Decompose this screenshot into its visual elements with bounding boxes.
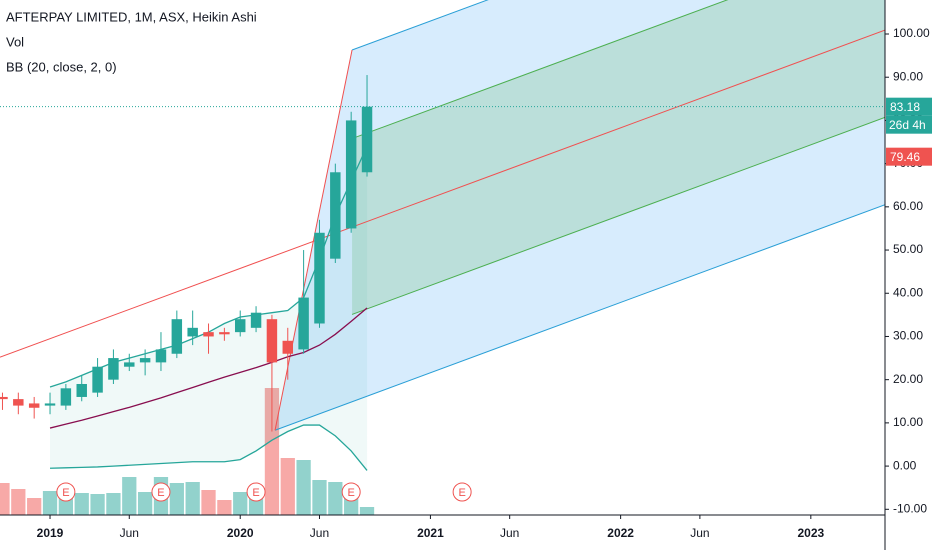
volume-bar [264, 388, 280, 515]
y-tick-label: 90.00 [893, 69, 923, 83]
candle-body [330, 172, 341, 259]
indicator-label: Vol [6, 34, 24, 49]
last-price-label: 83.18 [890, 100, 920, 114]
last-price-box [886, 97, 932, 116]
candle-body [187, 327, 198, 337]
y-tick-label: 20.00 [893, 372, 923, 386]
candle-body [234, 319, 246, 333]
earnings-label: E [62, 487, 69, 499]
volume-bar [169, 483, 184, 515]
y-tick-label: 50.00 [893, 242, 923, 256]
pitchfork-line [0, 29, 885, 358]
volume-bar [122, 477, 137, 515]
bb-lower [50, 424, 368, 471]
candle-body [44, 403, 56, 406]
legend: AFTERPAY LIMITED, 1M, ASX, Heikin Ashi V… [6, 9, 257, 74]
volume-bar [201, 490, 216, 515]
earnings-marker [246, 482, 266, 502]
volume-bar [74, 493, 89, 515]
earnings-label: E [157, 487, 164, 499]
volume-bar [185, 482, 200, 515]
time-axis-bg [0, 515, 932, 550]
volume-bar [11, 489, 26, 515]
y-tick-label: 0.00 [893, 458, 917, 472]
y-tick-label: 100.00 [893, 26, 930, 40]
candle-body [108, 358, 119, 380]
candle-body [0, 396, 8, 400]
x-tick-label: 2023 [797, 526, 824, 540]
volume-bar [296, 460, 311, 515]
pitchfork-fill [275, 0, 885, 431]
volume-bar [280, 458, 295, 515]
y-tick-label: -10.00 [893, 501, 927, 515]
earnings-marker [151, 482, 171, 502]
volume-bar [217, 500, 232, 515]
x-tick-label: 2019 [37, 526, 64, 540]
pitchfork-fill [352, 0, 885, 315]
candle-body [345, 120, 357, 229]
candle-body [155, 349, 167, 363]
indicator-label: BB (20, close, 2, 0) [6, 59, 117, 74]
volume-bar [0, 483, 10, 515]
candle-body [282, 340, 294, 354]
pitchfork-line [351, 0, 489, 51]
pitchfork-line [351, 116, 885, 315]
prev-price-box [886, 147, 932, 166]
candle-body [203, 332, 214, 337]
candle-body [139, 358, 151, 363]
candle-body [60, 388, 72, 406]
y-tick-label: 40.00 [893, 285, 923, 299]
candle-body [361, 106, 373, 173]
candle-body [298, 297, 309, 350]
prev-price-label: 79.46 [890, 150, 920, 164]
y-tick-label: 30.00 [893, 329, 923, 343]
candle-body [219, 332, 230, 335]
x-tick-label: 2020 [227, 526, 254, 540]
earnings-label: E [347, 487, 354, 499]
volume-bar [27, 498, 42, 515]
candle-body [314, 232, 325, 324]
volume-bar [137, 492, 153, 515]
volume-bar [328, 482, 343, 515]
bb-basis [49, 307, 368, 429]
volume-bar [233, 492, 248, 515]
countdown-label: 26d 4h [889, 118, 926, 132]
pitchfork-line [274, 204, 885, 431]
chart-title: AFTERPAY LIMITED, 1M, ASX, Heikin Ashi [6, 9, 257, 24]
volume-bar [312, 480, 327, 515]
candle-body [266, 319, 278, 363]
candle-body [13, 399, 24, 406]
bb-fill [50, 146, 368, 471]
countdown-box [886, 115, 932, 134]
candle-body [28, 403, 40, 408]
candle-body [92, 366, 103, 393]
candle-body [250, 312, 262, 328]
volume-bar [42, 491, 58, 515]
earnings-label: E [252, 487, 259, 499]
earnings-marker [56, 482, 76, 502]
volume-bar [90, 494, 105, 515]
x-tick-label: Jun [500, 526, 519, 540]
candle-body [171, 319, 183, 354]
pitchfork-line [351, 0, 729, 140]
earnings-label: E [458, 487, 465, 499]
x-tick-label: Jun [310, 526, 329, 540]
y-tick-label: 10.00 [893, 415, 923, 429]
x-tick-label: Jun [690, 526, 709, 540]
x-tick-label: 2021 [417, 526, 444, 540]
y-tick-label: 60.00 [893, 199, 923, 213]
candle-body [76, 383, 87, 397]
price-axis-bg [885, 0, 932, 550]
earnings-marker [452, 482, 472, 502]
candle-body [124, 362, 135, 367]
x-tick-label: Jun [120, 526, 139, 540]
volume-bar [359, 507, 375, 515]
x-tick-label: 2022 [607, 526, 634, 540]
volume-bar [106, 493, 121, 515]
earnings-marker [341, 482, 361, 502]
